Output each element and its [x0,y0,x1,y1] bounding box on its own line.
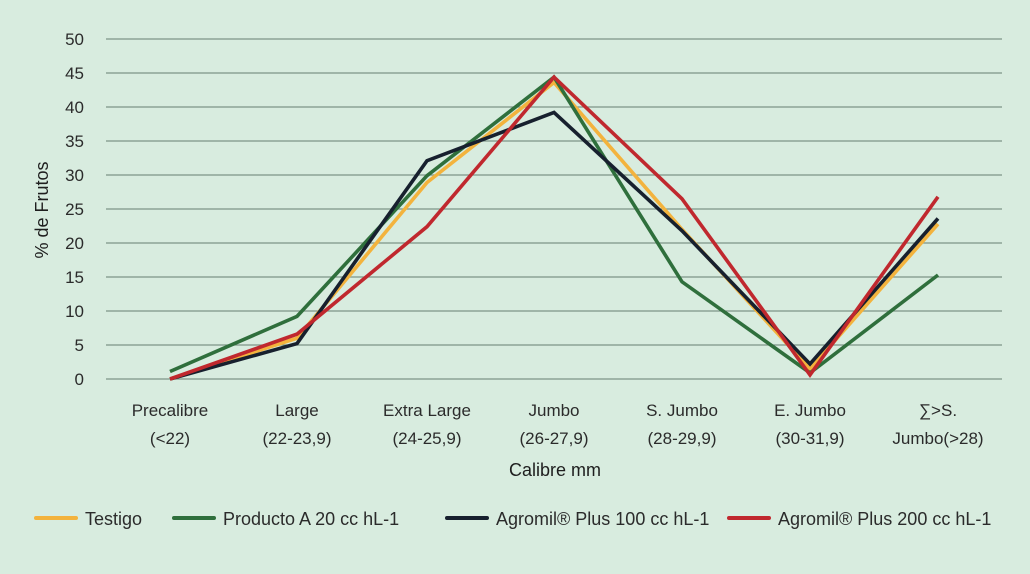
x-tick-label: (28-29,9) [648,429,717,448]
series-line-3 [169,74,940,381]
y-tick-label: 45 [65,64,84,83]
y-tick-label: 0 [75,370,84,389]
x-tick-label: Precalibre [132,401,209,420]
y-tick-label: 40 [65,98,84,117]
y-tick-label: 30 [65,166,84,185]
gridlines [106,38,1002,380]
x-tick-label: (22-23,9) [263,429,332,448]
x-tick-label: Large [275,401,318,420]
x-axis-ticks: Precalibre (<22) Large (22-23,9) Extra Large… [132,401,984,448]
legend-label: Agromil® Plus 100 cc hL-1 [496,509,709,529]
series-line-1 [169,74,940,376]
x-tick-label: (24-25,9) [393,429,462,448]
legend-item: Agromil® Plus 100 cc hL-1 [445,509,709,529]
x-axis-label: Calibre mm [509,460,601,480]
y-tick-label: 5 [75,336,84,355]
series-lines [169,74,940,381]
legend: Testigo Producto A 20 cc hL-1 Agromil® Plu… [34,509,991,529]
x-tick-label: Jumbo(>28) [892,429,983,448]
legend-item: Producto A 20 cc hL-1 [172,509,399,529]
x-tick-label: (26-27,9) [520,429,589,448]
x-tick-label: Extra Large [383,401,471,420]
y-tick-label: 20 [65,234,84,253]
y-tick-label: 50 [65,30,84,49]
legend-item: Testigo [34,509,142,529]
x-tick-label: Jumbo [528,401,579,420]
x-tick-label: (<22) [150,429,190,448]
x-tick-label: ∑>S. [919,401,957,420]
y-tick-label: 10 [65,302,84,321]
legend-item: Agromil® Plus 200 cc hL-1 [727,509,991,529]
x-tick-label: (30-31,9) [776,429,845,448]
y-axis-label: % de Frutos [32,161,52,258]
y-axis-ticks: 0 5 10 15 20 25 30 35 40 45 50 [65,30,84,389]
y-tick-label: 35 [65,132,84,151]
legend-label: Agromil® Plus 200 cc hL-1 [778,509,991,529]
legend-label: Testigo [85,509,142,529]
x-tick-label: S. Jumbo [646,401,718,420]
y-tick-label: 15 [65,268,84,287]
series-line-0 [169,80,940,381]
legend-label: Producto A 20 cc hL-1 [223,509,399,529]
x-tick-label: E. Jumbo [774,401,846,420]
series-line-2 [169,110,940,381]
y-tick-label: 25 [65,200,84,219]
